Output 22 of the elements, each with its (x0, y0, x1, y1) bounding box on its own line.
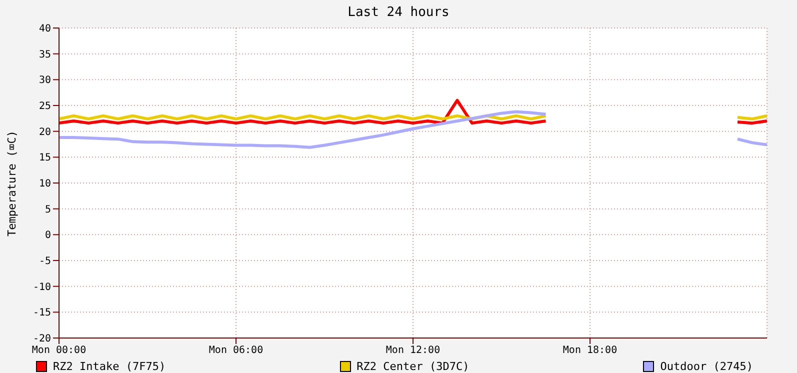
x-tick-label: Mon 18:00 (562, 345, 618, 356)
y-tick-label: -5 (38, 256, 51, 268)
y-tick-label: 15 (38, 152, 51, 164)
x-tick-label: Mon 12:00 (386, 345, 440, 356)
x-tick-label: Mon 06:00 (208, 345, 264, 356)
legend-label: Outdoor (2745) (659, 360, 753, 373)
x-tick-label: Mon 00:00 (32, 345, 86, 356)
y-tick-label: -10 (32, 282, 51, 293)
y-tick-label: 25 (38, 101, 51, 112)
y-tick-label: -15 (32, 308, 51, 319)
y-tick-label: 40 (38, 24, 51, 35)
chart-title: Last 24 hours (346, 5, 450, 20)
y-tick-label: 20 (38, 126, 51, 138)
legend-label: RZ2 Center (3D7C) (356, 360, 470, 373)
y-tick-label: 0 (44, 230, 51, 242)
y-axis-title: Temperature (⌧C) (6, 130, 18, 236)
y-tick-label: -20 (32, 334, 51, 345)
y-tick-label: 5 (44, 204, 51, 216)
y-tick-label: 30 (38, 75, 51, 86)
legend-label: RZ2 Intake (7F75) (52, 360, 166, 373)
y-tick-label: 35 (38, 49, 51, 60)
y-tick-label: 10 (38, 178, 51, 190)
